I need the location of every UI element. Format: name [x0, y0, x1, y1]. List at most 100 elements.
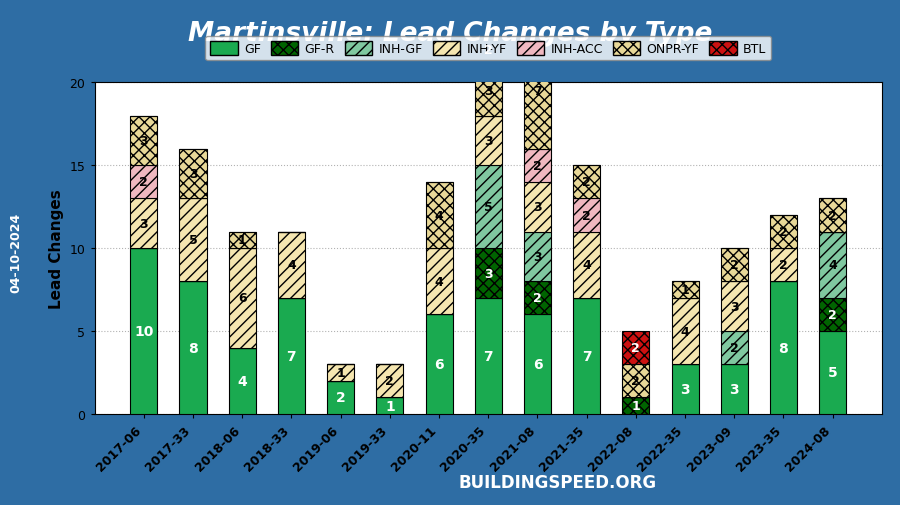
Bar [721, 249, 748, 282]
Text: 2: 2 [533, 160, 542, 173]
Bar [524, 282, 551, 315]
Bar [524, 149, 551, 183]
Bar [426, 182, 453, 249]
Text: 5: 5 [189, 234, 197, 247]
Text: 2: 2 [582, 176, 591, 189]
Text: 6: 6 [533, 358, 543, 372]
Bar [229, 249, 256, 348]
Bar [573, 199, 600, 232]
Bar [524, 34, 551, 149]
Text: 2: 2 [484, 44, 492, 57]
Bar [327, 365, 355, 381]
Bar [770, 216, 797, 249]
Text: 3: 3 [140, 135, 148, 147]
Legend: GF, GF-R, INH-GF, INH-YF, INH-ACC, ONPR-YF, BTL: GF, GF-R, INH-GF, INH-YF, INH-ACC, ONPR-… [205, 37, 771, 61]
Text: 3: 3 [484, 267, 492, 280]
Bar [819, 298, 846, 331]
Bar [130, 166, 158, 199]
Bar [573, 166, 600, 199]
Text: 2: 2 [582, 209, 591, 222]
Bar [622, 365, 650, 397]
Text: 3: 3 [730, 382, 739, 396]
Bar [770, 282, 797, 414]
Bar [426, 249, 453, 315]
Text: 7: 7 [483, 349, 493, 363]
Bar [721, 331, 748, 365]
Bar [426, 315, 453, 414]
Text: 1: 1 [385, 399, 395, 413]
Text: 6: 6 [238, 292, 247, 305]
Bar [229, 348, 256, 414]
Text: 5: 5 [484, 201, 492, 214]
Text: 4: 4 [238, 374, 248, 388]
Text: 2: 2 [828, 209, 837, 222]
Bar [179, 282, 207, 414]
Bar [130, 249, 158, 414]
Text: 2: 2 [779, 226, 788, 239]
Text: 10: 10 [134, 324, 154, 338]
Text: 3: 3 [533, 201, 542, 214]
Bar [819, 232, 846, 298]
Text: 6: 6 [434, 358, 444, 372]
Bar [573, 298, 600, 414]
Text: 3: 3 [140, 218, 148, 230]
Bar [278, 232, 305, 298]
Text: 4: 4 [582, 259, 591, 272]
Text: 1: 1 [680, 284, 689, 296]
Bar [770, 249, 797, 282]
Bar [622, 331, 650, 365]
Bar [229, 232, 256, 249]
Text: 4: 4 [287, 259, 296, 272]
Bar [524, 232, 551, 282]
Bar [819, 199, 846, 232]
Text: 2: 2 [730, 341, 739, 355]
Bar [474, 298, 502, 414]
Bar [671, 365, 698, 414]
Text: 7: 7 [533, 85, 542, 98]
Text: 7: 7 [286, 349, 296, 363]
Bar [573, 232, 600, 298]
Text: 5: 5 [828, 366, 838, 380]
Bar [474, 34, 502, 67]
Text: 2: 2 [385, 375, 394, 387]
Text: 4: 4 [680, 325, 689, 338]
Bar [130, 117, 158, 166]
Bar [474, 67, 502, 117]
Text: BUILDINGSPEED.ORG: BUILDINGSPEED.ORG [459, 473, 657, 491]
Bar [179, 199, 207, 282]
Bar [524, 315, 551, 414]
Text: 2: 2 [779, 259, 788, 272]
Bar [474, 166, 502, 249]
Text: 4: 4 [435, 209, 444, 222]
Text: 8: 8 [188, 341, 198, 355]
Bar [524, 182, 551, 232]
Text: 1: 1 [238, 234, 247, 247]
Text: 2: 2 [632, 341, 640, 355]
Text: 4: 4 [435, 275, 444, 288]
Bar [474, 249, 502, 298]
Text: 4: 4 [828, 259, 837, 272]
Y-axis label: Lead Changes: Lead Changes [49, 189, 64, 309]
Bar [376, 365, 403, 397]
Text: 3: 3 [533, 250, 542, 264]
Bar [671, 298, 698, 365]
Bar [721, 282, 748, 331]
Text: 3: 3 [189, 168, 197, 181]
Text: 3: 3 [730, 300, 739, 313]
Bar [278, 298, 305, 414]
Bar [819, 331, 846, 414]
Text: 2: 2 [632, 375, 640, 387]
Text: 1: 1 [337, 366, 345, 379]
Bar [474, 117, 502, 166]
Text: 2: 2 [828, 309, 837, 321]
Text: 3: 3 [484, 85, 492, 98]
Text: 1: 1 [632, 399, 640, 412]
Text: 8: 8 [778, 341, 788, 355]
Bar [179, 149, 207, 199]
Bar [327, 381, 355, 414]
Text: 04-10-2024: 04-10-2024 [10, 213, 22, 292]
Text: 2: 2 [533, 292, 542, 305]
Text: 3: 3 [680, 382, 690, 396]
Bar [376, 397, 403, 414]
Text: Martinsville: Lead Changes by Type: Martinsville: Lead Changes by Type [188, 21, 712, 47]
